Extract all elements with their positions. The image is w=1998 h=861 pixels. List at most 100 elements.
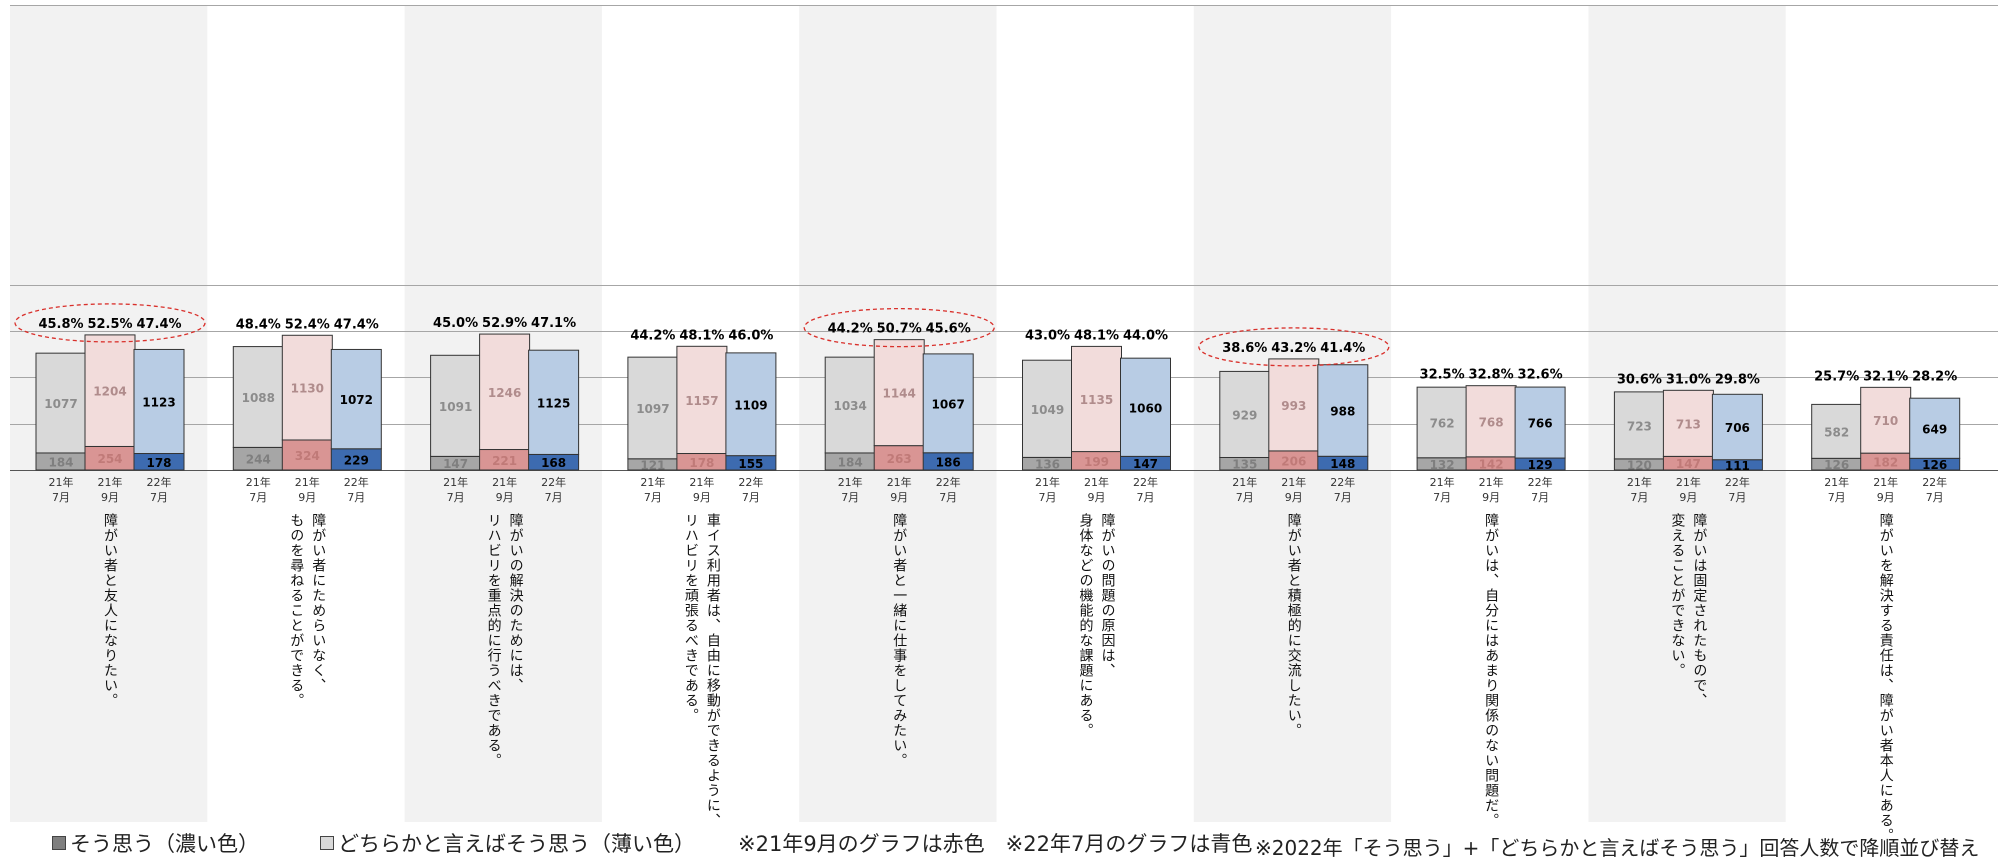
x-tick-label: 21年 [1479,475,1504,489]
data-label-agree: 178 [146,456,171,470]
x-tick-label: 22年 [1528,475,1553,489]
bar-segment-somewhat-agree [627,356,679,460]
legend-color-note: ※21年9月のグラフは赤色 ※22年7月のグラフは青色 [738,832,1253,856]
category-label: 障がいは固定されたもので、 [1691,513,1707,708]
x-tick-label: 21年 [1281,475,1306,489]
data-label-agree: 147 [1133,457,1158,471]
x-tick-label: 7月 [1039,491,1057,504]
data-label-agree: 147 [443,457,468,471]
percent-label: 32.8% [1469,368,1514,383]
x-tick-label: 21年 [295,475,320,489]
category-label: リハビリを頑張るべきである。 [683,513,699,723]
x-tick-label: 22年 [344,475,369,489]
x-tick-label: 22年 [147,475,172,489]
x-tick-label: 21年 [98,475,123,489]
data-label-agree: 126 [1824,458,1849,472]
percent-label: 47.4% [334,317,379,332]
x-tick-label: 7月 [150,491,168,504]
percent-label: 47.1% [531,316,576,331]
x-tick-label: 22年 [1330,475,1355,489]
bar-segment-somewhat-agree [1268,358,1320,452]
percent-label: 30.6% [1617,372,1662,387]
x-tick-label: 7月 [1137,491,1155,504]
bar-segment-somewhat-agree [1514,386,1566,459]
data-label-agree: 182 [1873,456,1898,470]
percent-label: 44.0% [1123,328,1168,343]
bar-segment-somewhat-agree [1465,385,1517,458]
bar-segment-somewhat-agree [479,333,531,451]
data-label-somewhat-agree: 1072 [340,393,373,407]
x-tick-label: 21年 [1627,475,1652,489]
bar-segment-somewhat-agree [133,348,185,455]
data-label-somewhat-agree: 1125 [537,396,570,410]
data-label-somewhat-agree: 1123 [142,395,175,409]
percent-label: 38.6% [1222,341,1267,356]
data-label-somewhat-agree: 768 [1479,415,1504,429]
x-tick-label: 7月 [249,491,267,504]
data-label-somewhat-agree: 1157 [685,394,718,408]
bar-segment-somewhat-agree [1317,364,1369,457]
x-tick-label: 21年 [689,475,714,489]
data-label-somewhat-agree: 713 [1676,417,1701,431]
percent-label: 25.7% [1814,369,1859,384]
category-label: 障がいを解決する責任は、障がい者本人にある。 [1878,513,1894,843]
highlight-ellipse [14,303,206,343]
data-label-somewhat-agree: 582 [1824,425,1849,439]
data-label-agree: 186 [936,455,961,469]
percent-label: 32.1% [1863,369,1908,384]
x-tick-label: 7月 [447,491,465,504]
bar-segment-somewhat-agree [1071,345,1122,453]
data-label-agree: 184 [48,455,73,469]
x-tick-label: 9月 [1088,491,1106,504]
percent-label: 52.9% [482,316,527,331]
highlight-ellipse [1198,327,1390,367]
percent-label: 28.2% [1912,369,1957,384]
data-label-agree: 136 [1035,458,1060,472]
x-tick-label: 7月 [939,491,957,504]
data-label-somewhat-agree: 929 [1232,408,1257,422]
bar-segment-somewhat-agree [1662,389,1714,457]
data-label-somewhat-agree: 1049 [1031,403,1064,417]
data-label-somewhat-agree: 1034 [833,399,866,413]
x-tick-label: 7月 [742,491,760,504]
x-tick-label: 9月 [1285,491,1303,504]
category-label: 車イス利用者は、自由に移動ができるように、 [705,512,721,828]
data-label-somewhat-agree: 706 [1725,421,1750,435]
bar-segment-somewhat-agree [330,348,382,450]
data-label-somewhat-agree: 1088 [242,391,275,405]
category-label: ものを尋ねることができる。 [288,513,304,708]
x-tick-label: 21年 [492,475,517,489]
x-tick-label: 7月 [1236,491,1254,504]
bar-segment-somewhat-agree [1711,393,1763,461]
bar-segment-somewhat-agree [1219,370,1271,458]
data-label-agree: 168 [541,456,566,470]
data-label-agree: 135 [1232,458,1257,472]
data-label-agree: 206 [1281,454,1306,468]
x-tick-label: 21年 [49,475,74,489]
percent-label: 52.4% [285,317,330,332]
category-label: 障がい者と一緒に仕事をしてみたい。 [891,513,907,768]
bar-segment-somewhat-agree [824,356,876,454]
percent-label: 43.2% [1271,341,1316,356]
legend-swatch-dark [52,836,66,850]
x-tick-label: 21年 [246,475,271,489]
bar-segment-somewhat-agree [676,345,728,455]
data-label-somewhat-agree: 649 [1922,422,1947,436]
legend-swatch-light [320,836,334,850]
percent-label: 32.5% [1420,368,1465,383]
data-label-agree: 244 [246,453,271,467]
percent-label: 29.8% [1715,372,1760,387]
x-tick-label: 7月 [1433,491,1451,504]
data-label-somewhat-agree: 723 [1627,419,1652,433]
x-tick-label: 7月 [52,491,70,504]
data-label-somewhat-agree: 1130 [291,382,324,396]
percent-label: 46.0% [728,328,773,343]
x-tick-label: 7月 [1334,491,1352,504]
x-tick-label: 21年 [1676,475,1701,489]
x-tick-label: 9月 [693,491,711,504]
x-tick-label: 7月 [545,491,563,504]
x-tick-label: 22年 [541,475,566,489]
data-label-agree: 221 [492,454,517,468]
x-tick-label: 22年 [936,475,961,489]
data-label-somewhat-agree: 993 [1281,399,1306,413]
